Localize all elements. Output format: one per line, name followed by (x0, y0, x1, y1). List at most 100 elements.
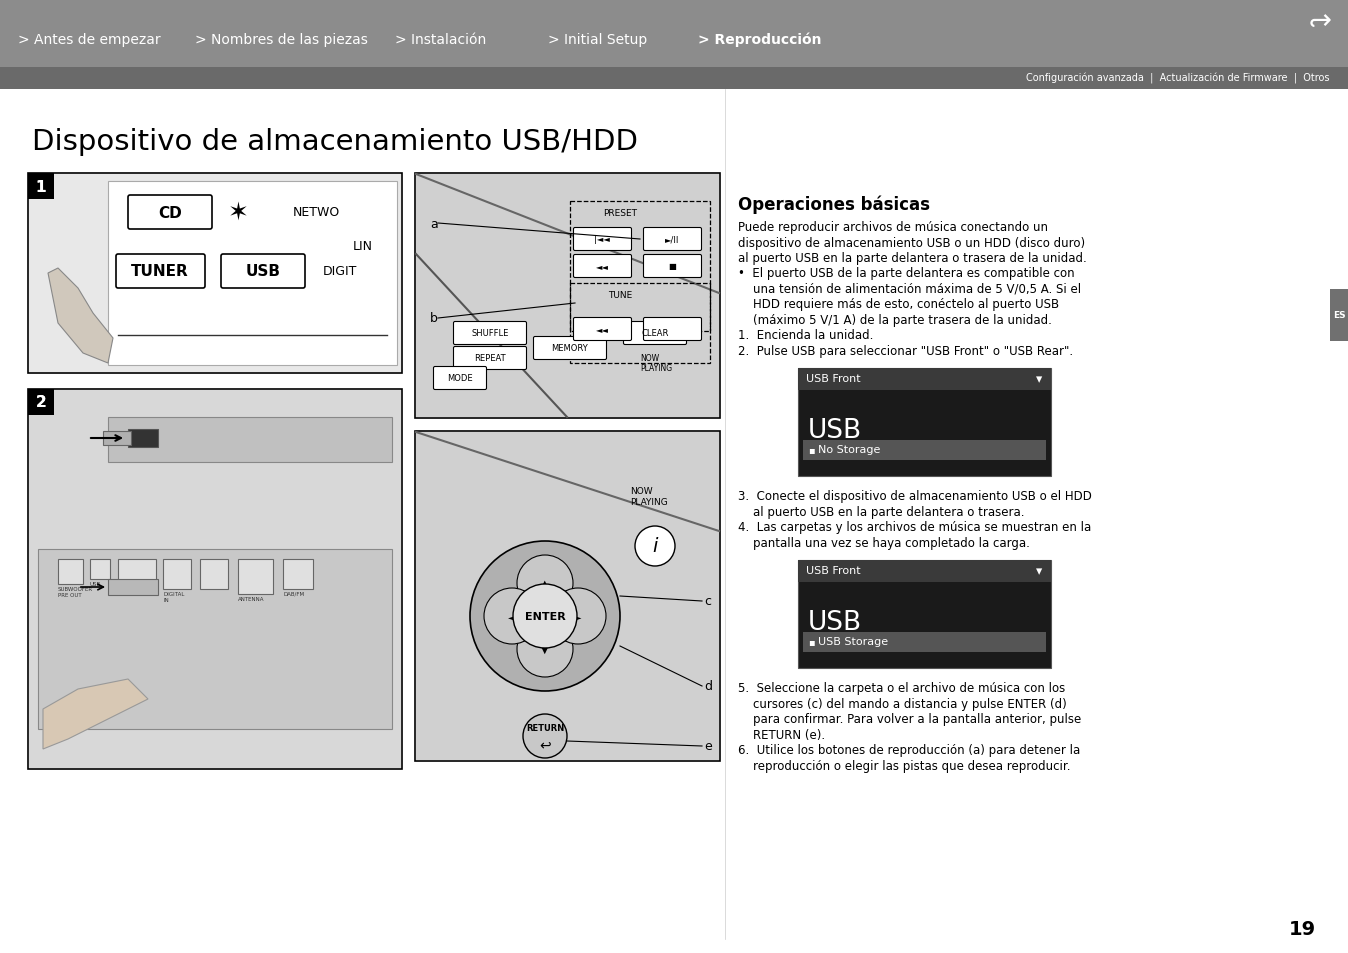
Text: 3.  Conecte el dispositivo de almacenamiento USB o el HDD: 3. Conecte el dispositivo de almacenamie… (737, 490, 1092, 503)
Text: a: a (430, 217, 438, 231)
FancyBboxPatch shape (128, 195, 212, 230)
Bar (28, 390, 54, 416)
Bar (128, 430, 158, 448)
Bar (58, 559, 84, 584)
Bar (30, 391, 400, 768)
FancyBboxPatch shape (453, 347, 527, 370)
Bar (28, 173, 54, 200)
Polygon shape (49, 269, 113, 364)
Text: al puerto USB en la parte delantera o trasera.: al puerto USB en la parte delantera o tr… (737, 505, 1024, 518)
Text: reproducción o elegir las pistas que desea reproducir.: reproducción o elegir las pistas que des… (737, 760, 1070, 772)
Text: ES: ES (1333, 312, 1345, 320)
Bar (803, 440, 1046, 460)
Text: USB Front: USB Front (806, 375, 860, 384)
Text: ▪: ▪ (807, 445, 814, 455)
Bar (283, 559, 313, 589)
Bar (239, 559, 274, 595)
FancyBboxPatch shape (434, 367, 487, 390)
FancyBboxPatch shape (221, 254, 305, 289)
FancyBboxPatch shape (573, 318, 631, 341)
Text: > Initial Setup: > Initial Setup (549, 33, 647, 47)
Text: LIN: LIN (353, 240, 373, 253)
Text: ►/II: ►/II (665, 235, 679, 244)
Text: MODE: MODE (448, 375, 473, 383)
Text: MEMORY: MEMORY (551, 344, 588, 354)
Bar (798, 368, 1051, 476)
Text: > Nombres de las piezas: > Nombres de las piezas (195, 33, 368, 47)
Text: REPEAT: REPEAT (474, 355, 506, 363)
Text: 19: 19 (1289, 920, 1316, 939)
Bar (0, 68, 1348, 90)
Bar (417, 174, 718, 417)
Text: RETURN: RETURN (526, 723, 563, 733)
Text: DAB/FM: DAB/FM (283, 592, 305, 597)
Text: USB: USB (807, 418, 863, 444)
Text: |◄◄: |◄◄ (594, 235, 609, 244)
Text: RETURN (e).: RETURN (e). (737, 728, 825, 741)
Text: ▲: ▲ (542, 578, 549, 588)
Text: 4.  Las carpetas y los archivos de música se muestran en la: 4. Las carpetas y los archivos de música… (737, 521, 1092, 534)
Text: ▪: ▪ (807, 637, 814, 647)
Text: USB: USB (807, 610, 863, 636)
Text: ✶: ✶ (228, 201, 248, 225)
Polygon shape (43, 679, 148, 749)
Bar (570, 202, 710, 332)
Text: d: d (704, 679, 712, 693)
Text: (máximo 5 V/1 A) de la parte trasera de la unidad.: (máximo 5 V/1 A) de la parte trasera de … (737, 314, 1051, 327)
Bar (108, 579, 158, 596)
Text: Configuración avanzada  |  Actualización de Firmware  |  Otros: Configuración avanzada | Actualización d… (1026, 73, 1330, 85)
Bar (108, 417, 392, 462)
Bar (798, 368, 1051, 390)
Bar (798, 560, 1051, 582)
Text: •  El puerto USB de la parte delantera es compatible con: • El puerto USB de la parte delantera es… (737, 267, 1074, 280)
Text: ANTENNA: ANTENNA (239, 597, 264, 601)
Bar (0, 0, 1348, 68)
Text: TUNE: TUNE (608, 292, 632, 300)
FancyBboxPatch shape (573, 229, 631, 252)
Text: una tensión de alimentación máxima de 5 V/0,5 A. Si el: una tensión de alimentación máxima de 5 … (737, 283, 1081, 295)
Bar (28, 390, 54, 416)
Circle shape (470, 541, 620, 691)
Text: NOW
PLAYING: NOW PLAYING (640, 354, 673, 373)
Text: c: c (704, 595, 710, 608)
Text: para confirmar. Para volver a la pantalla anterior, pulse: para confirmar. Para volver a la pantall… (737, 713, 1081, 726)
FancyBboxPatch shape (624, 322, 686, 345)
Bar (28, 173, 54, 200)
Bar (90, 559, 111, 579)
Circle shape (514, 584, 577, 648)
Text: cursores (c) del mando a distancia y pulse ENTER (d): cursores (c) del mando a distancia y pul… (737, 698, 1066, 710)
Text: SHUFFLE: SHUFFLE (472, 329, 508, 338)
Text: SUBWOOFER
PRE OUT: SUBWOOFER PRE OUT (58, 586, 93, 598)
Text: CLEAR: CLEAR (642, 329, 669, 338)
Text: Puede reproducir archivos de música conectando un: Puede reproducir archivos de música cone… (737, 221, 1047, 233)
Text: PRESET: PRESET (603, 210, 638, 218)
Circle shape (635, 526, 675, 566)
Text: > Antes de empezar: > Antes de empezar (18, 33, 160, 47)
Bar (570, 284, 710, 364)
Text: No Storage: No Storage (818, 445, 880, 455)
Circle shape (484, 588, 541, 644)
FancyBboxPatch shape (116, 254, 205, 289)
Text: ◄◄: ◄◄ (596, 262, 608, 272)
FancyBboxPatch shape (453, 322, 527, 345)
Circle shape (518, 621, 573, 678)
Text: ENTER: ENTER (524, 612, 565, 621)
Bar (200, 559, 228, 589)
Text: ■: ■ (669, 262, 675, 272)
Text: ▾: ▾ (1035, 564, 1042, 578)
Bar (803, 632, 1046, 652)
Bar (102, 432, 131, 446)
FancyBboxPatch shape (534, 337, 607, 360)
Text: ↩: ↩ (539, 738, 551, 751)
Text: ↩: ↩ (1306, 4, 1329, 32)
Bar (415, 173, 720, 418)
Text: 2.  Pulse USB para seleccionar "USB Front" o "USB Rear".: 2. Pulse USB para seleccionar "USB Front… (737, 345, 1073, 357)
FancyBboxPatch shape (643, 255, 701, 278)
Text: 2: 2 (35, 395, 46, 410)
Text: NETWORK: NETWORK (119, 583, 146, 588)
Bar (119, 559, 156, 581)
Bar (28, 173, 402, 374)
Text: al puerto USB en la parte delantera o trasera de la unidad.: al puerto USB en la parte delantera o tr… (737, 252, 1086, 265)
Bar (38, 550, 392, 729)
Text: 1: 1 (36, 179, 46, 194)
